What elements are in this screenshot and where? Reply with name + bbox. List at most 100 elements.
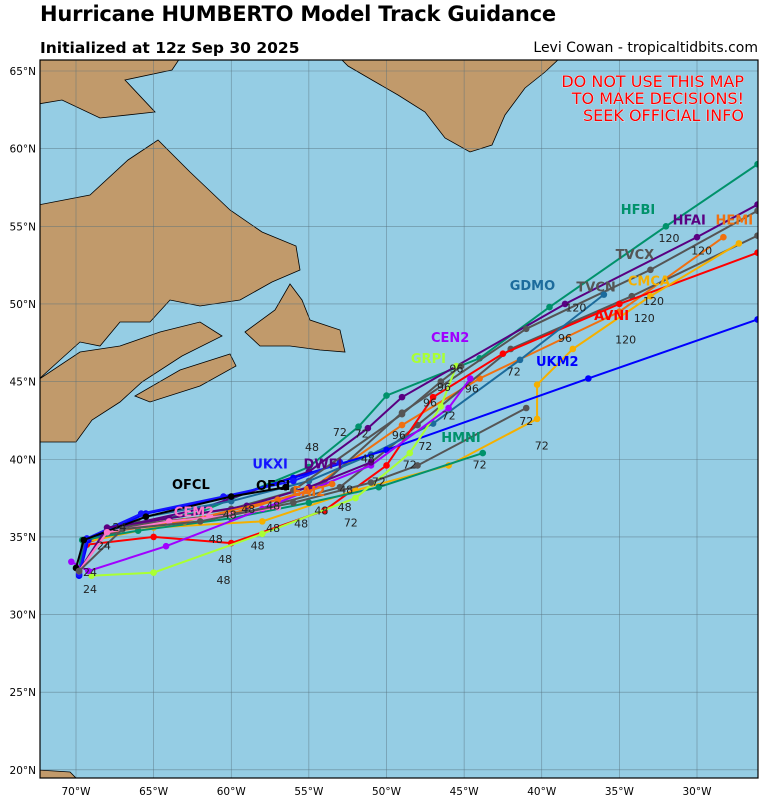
forecast-hour-label: 120 [659,232,680,245]
forecast-hour-label: 96 [465,382,479,395]
track-point [328,480,336,488]
track-point [290,477,297,485]
forecast-hour-label: 24 [112,521,126,534]
track-unnamed [75,404,530,575]
lon-tick-label: 30°W [683,786,713,798]
forecast-hour-label: 48 [218,553,232,566]
lon-tick-label: 35°W [605,786,635,798]
forecast-hour-label: 120 [691,244,712,257]
track-point [290,499,297,507]
lat-tick-label: 65°N [10,66,36,78]
track-point [445,404,452,412]
track-point [142,513,150,521]
credit: Levi Cowan - tropicaltidbits.com [533,40,758,56]
track-grpi [88,362,460,580]
model-label: HFAI [673,214,706,229]
model-label: OFCI [256,479,290,494]
track-point [364,424,372,432]
track-point [305,499,313,507]
track-point [383,392,390,399]
forecast-hour-label: 96 [423,396,437,409]
model-label: CEM2 [174,506,214,521]
forecast-hour-label: 24 [83,583,97,596]
model-label: HFBI [621,203,656,218]
track-point [165,518,173,525]
track-point [282,483,289,491]
track-point [259,518,266,525]
track-line [78,461,341,575]
track-point [88,572,95,580]
lon-tick-label: 70°W [62,786,92,798]
warning-line-1: DO NOT USE THIS MAP [561,72,744,91]
forecast-hour-label: 24 [83,566,97,579]
lon-tick-label: 45°W [450,786,480,798]
forecast-hour-label: 120 [565,302,586,315]
track-point [693,233,701,241]
track-point [754,207,758,215]
track-point [437,378,445,385]
model-label: UKXI [252,458,288,473]
track-point [196,518,204,525]
track-point [75,567,83,575]
forecast-hour-label: 72 [418,440,432,453]
forecast-hour-label: 72 [344,517,358,530]
track-point [533,415,541,423]
track-point [754,160,758,168]
forecast-hour-label: 48 [338,501,352,514]
land-newfoundland [244,283,346,353]
track-point [274,496,282,503]
track-point [735,240,743,247]
track-point [585,375,592,382]
model-label: GRPI [411,352,446,367]
forecast-hour-label: 96 [558,332,572,345]
track-point [522,325,530,333]
model-label: HMNI [441,431,481,446]
forecast-hour-label: 96 [449,362,463,375]
track-point [227,493,235,500]
track-point [754,232,758,239]
model-label: TVCN [576,281,615,296]
track-point [662,223,670,230]
model-label: UKM2 [536,355,579,370]
model-label: OFCL [172,478,210,493]
forecast-hour-label: 72 [519,415,533,428]
track-point [119,525,126,533]
forecast-hour-label: 120 [634,312,655,325]
track-ofci [282,483,289,491]
forecast-hour-label: 48 [305,441,319,454]
track-point [616,300,623,308]
track-point [600,291,608,298]
lat-tick-label: 60°N [10,144,36,156]
forecast-hour-label: 120 [643,295,664,308]
track-point [499,350,507,357]
track-point [647,266,654,274]
track-point [754,249,758,257]
track-point [80,536,88,544]
track-point [398,393,406,401]
track-point [522,404,530,412]
model-label: EAI2 [292,485,325,500]
forecast-hour-label: 120 [615,333,636,346]
lon-tick-label: 55°W [294,786,324,798]
track-point [305,463,313,471]
track-point [647,292,654,300]
lat-tick-label: 40°N [10,454,36,466]
forecast-hour-label: 72 [403,459,417,472]
land-greenland [341,60,559,153]
track-point [150,533,157,541]
model-label: DWFI [303,458,342,473]
lat-tick-label: 25°N [10,687,36,699]
track-point [414,462,421,469]
track-point [367,479,375,486]
track-point [305,483,313,491]
track-point [754,316,758,323]
track-point [85,567,92,575]
track-point [754,201,758,208]
lat-tick-label: 50°N [10,299,36,311]
track-point [406,449,414,457]
track-unnamed [290,362,465,494]
lat-tick-label: 45°N [10,377,36,389]
model-label: TVCX [616,248,655,263]
forecast-hour-label: 72 [442,410,456,423]
forecast-hour-label: 48 [339,483,353,496]
